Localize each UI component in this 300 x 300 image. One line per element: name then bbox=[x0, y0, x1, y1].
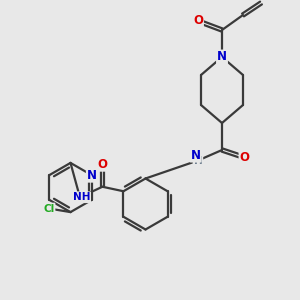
Text: NH: NH bbox=[73, 192, 90, 202]
Text: N: N bbox=[217, 50, 227, 64]
Text: O: O bbox=[98, 158, 107, 171]
Text: Cl: Cl bbox=[43, 203, 55, 214]
Text: N: N bbox=[190, 148, 201, 162]
Text: N: N bbox=[87, 169, 97, 182]
Text: H: H bbox=[194, 155, 202, 166]
Text: O: O bbox=[193, 14, 203, 28]
Text: O: O bbox=[239, 151, 250, 164]
